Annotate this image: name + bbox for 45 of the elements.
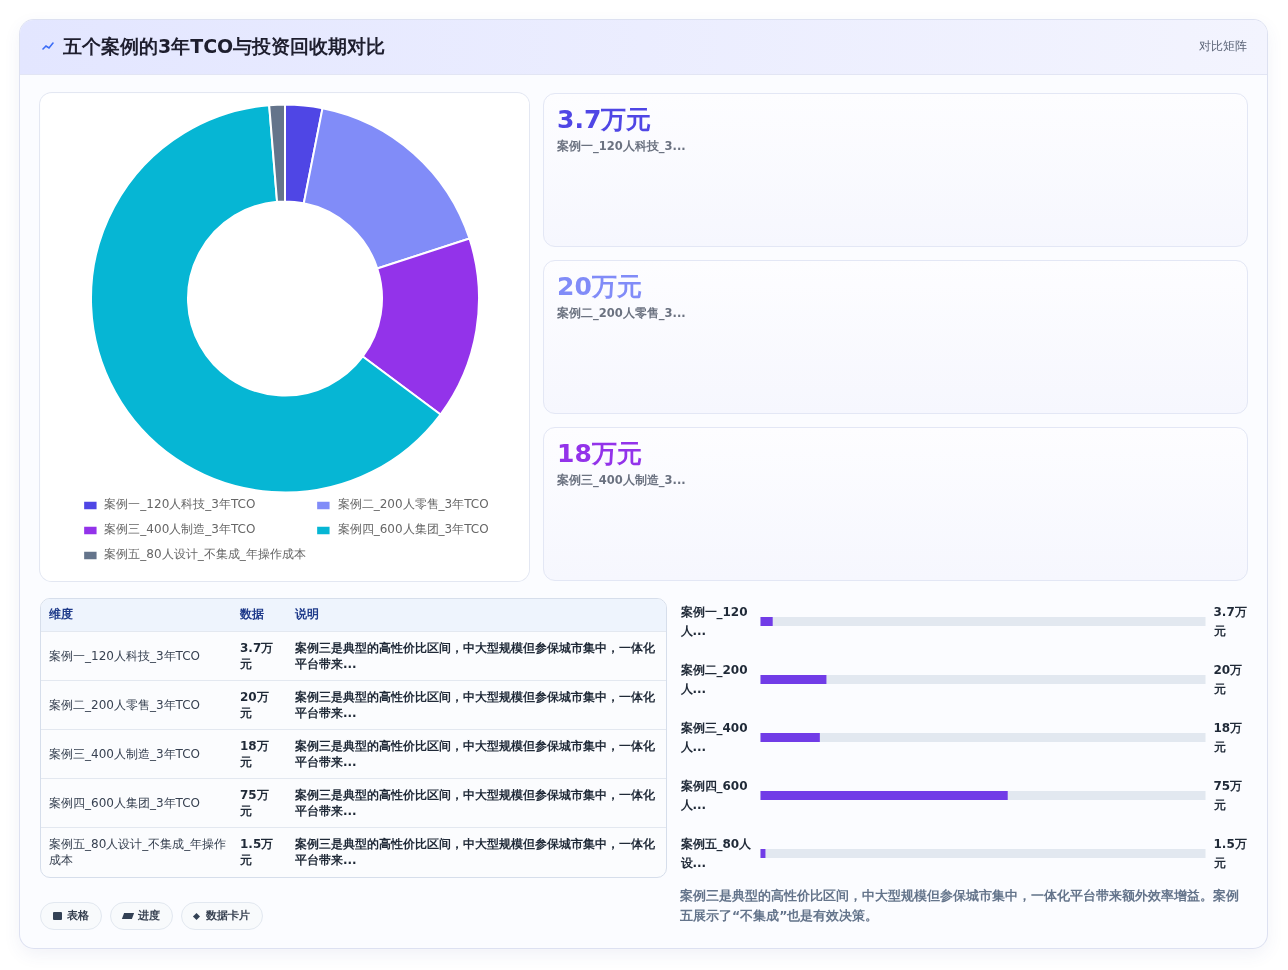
data-label: 20万元 [1212, 663, 1243, 696]
text: 案例三是典型的高性价比区间，中大型规模但参保城市集中，一体化平台带来... [295, 639, 656, 673]
text: 18万元 [557, 439, 642, 468]
bar [760, 617, 773, 626]
legend-label: 案例一_120人科技_3年TCO [104, 496, 256, 513]
legend-label: 案例二_200人零售_3年TCO [337, 496, 489, 513]
text: 18万元 [240, 738, 269, 769]
data-label: 1.5万元 [1212, 837, 1247, 870]
chart-title: 五个案例的3年TCO与投资回收期对比 [63, 34, 386, 60]
category-label: 案例三_400人制造_3... [557, 472, 687, 489]
data-label: 75万元 [1212, 779, 1243, 812]
text: 20万元 [240, 689, 269, 720]
category-label: 案例三_400人制造_3年TCO [48, 745, 201, 763]
text: 数据卡片 [181, 902, 263, 930]
text: 案例三是典型的高性价比区间，中大型规模但参保城市集中，一体化平台带来额外效率增益。案例五展示了“不集成”也是有效决策。 [680, 887, 1240, 925]
category-label: 案例二_200人零售_3年TCO [48, 696, 201, 714]
y-tick-label: 案例五_80人设... [679, 837, 753, 870]
bar [760, 733, 820, 742]
data-label: 3.7万元 [1212, 605, 1247, 638]
text: 表格 [40, 902, 102, 930]
text: 案例三是典型的高性价比区间，中大型规模但参保城市集中，一体化平台带来... [295, 786, 656, 820]
data-label: 18万元 [1212, 721, 1243, 754]
text: 3.7万元 [240, 640, 274, 671]
category-label: 案例四_600人集团_3年TCO [48, 794, 201, 812]
y-tick-label: 案例一_120人... [679, 605, 748, 638]
text: 案例三是典型的高性价比区间，中大型规模但参保城市集中，一体化平台带来... [295, 688, 656, 722]
legend-label: 案例三_400人制造_3年TCO [104, 521, 256, 538]
text: 3.7万元 [557, 105, 652, 134]
y-tick-label: 案例二_200人... [679, 663, 748, 696]
y-tick-label: 案例三_400人... [679, 721, 748, 754]
bar [760, 675, 827, 684]
category-label: 案例二_200人零售_3... [557, 305, 687, 322]
text: 1.5万元 [240, 836, 274, 867]
category-label: 案例一_120人科技_3... [557, 138, 687, 155]
text: 对比矩阵 [1199, 38, 1247, 56]
category-label: 案例一_120人科技_3年TCO [48, 647, 201, 665]
legend-label: 案例四_600人集团_3年TCO [337, 521, 489, 538]
category-label: 案例五_80人设计_不集成_年操作成本 [48, 835, 228, 869]
text: 案例三是典型的高性价比区间，中大型规模但参保城市集中，一体化平台带来... [295, 835, 656, 869]
text: 案例三是典型的高性价比区间，中大型规模但参保城市集中，一体化平台带来... [295, 737, 656, 771]
y-tick-label: 案例四_600人... [679, 779, 748, 812]
text: 进度 [110, 902, 173, 930]
text: 75万元 [240, 787, 269, 818]
legend-label: 案例五_80人设计_不集成_年操作成本 [104, 546, 306, 563]
text: 20万元 [557, 272, 642, 301]
